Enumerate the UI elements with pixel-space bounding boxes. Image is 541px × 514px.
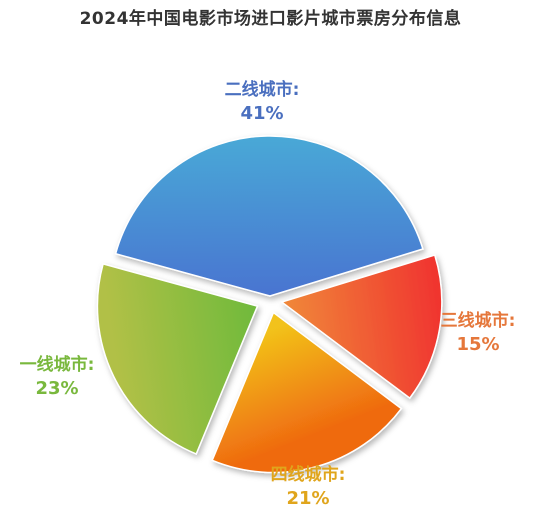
slice-label-2: 三线城市: — [441, 310, 516, 331]
chart-title: 2024年中国电影市场进口影片城市票房分布信息 — [79, 9, 462, 29]
slice-label-4: 一线城市: — [20, 354, 95, 375]
pie-slice-4 — [96, 263, 259, 455]
slice-value-1: 41% — [240, 103, 283, 124]
slice-value-3: 21% — [286, 488, 329, 509]
slice-label-3: 四线城市: — [271, 464, 346, 485]
slice-label-1: 二线城市: — [225, 79, 300, 100]
pie-slice-1 — [114, 135, 424, 297]
slice-value-4: 23% — [35, 378, 78, 399]
slice-value-2: 15% — [456, 334, 499, 355]
pie-slice-2 — [280, 254, 443, 400]
pie-slice-3 — [211, 311, 403, 474]
